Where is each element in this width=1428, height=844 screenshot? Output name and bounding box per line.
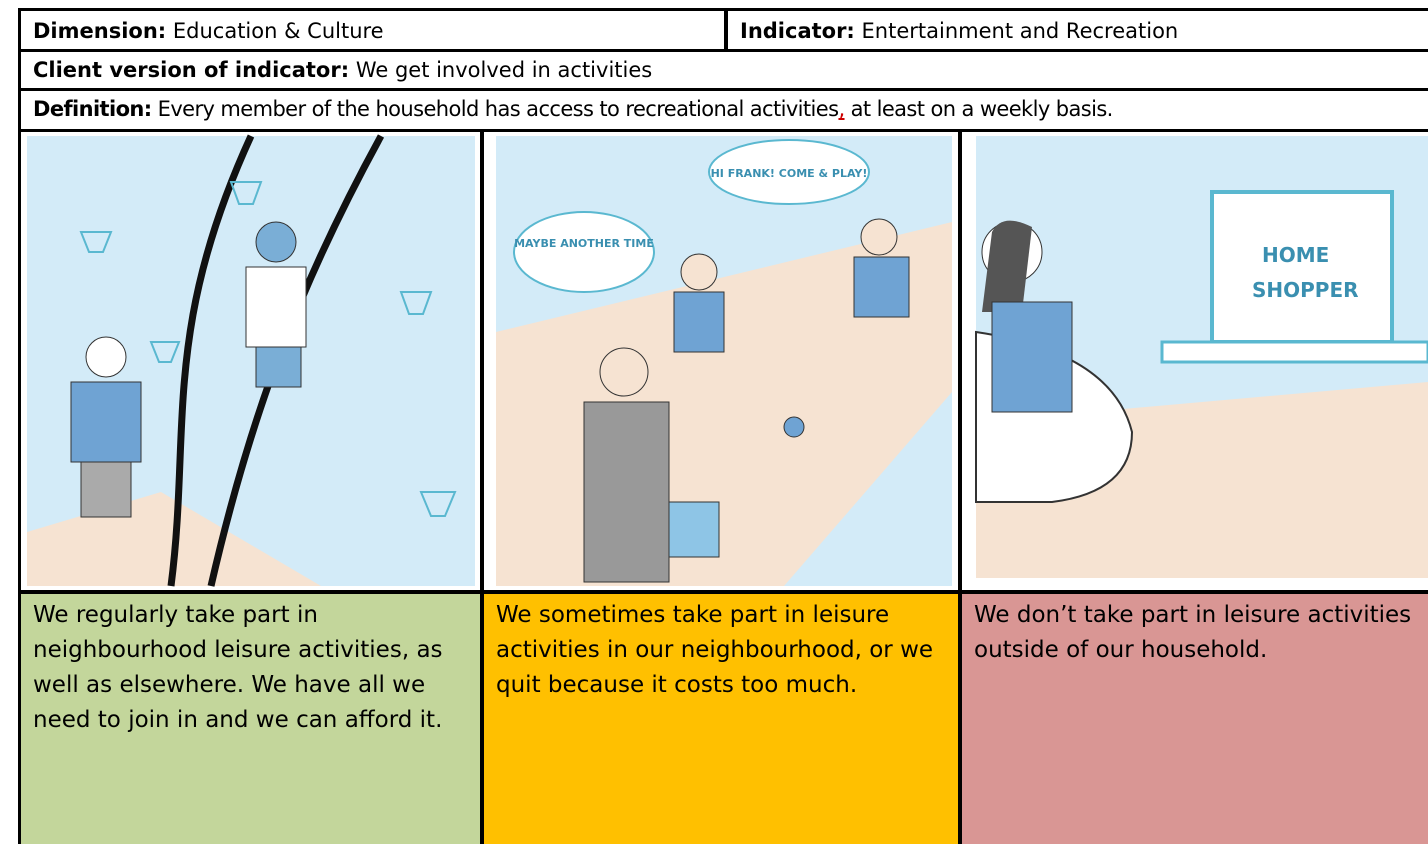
definition-label: Definition: — [33, 97, 152, 121]
definition-text: at least on a weekly basis. — [850, 97, 1114, 121]
client-version-cell: Client version of indicator: We get invo… — [21, 52, 1428, 88]
illustration-tv: HOME SHOPPER — [975, 136, 1428, 578]
definition-text: Every member of the household has access… — [157, 97, 839, 121]
speech-bubble: HI FRANK! COME & PLAY! — [711, 167, 868, 180]
dimension-value: Education & Culture — [172, 19, 384, 43]
tv-text: HOME — [1262, 243, 1329, 267]
level-cell: We don’t take part in leisure activities… — [962, 594, 1428, 844]
indicator-cell: Indicator: Entertainment and Recreation — [728, 11, 1428, 49]
dimension-cell: Dimension: Education & Culture — [21, 11, 724, 49]
illustration-climbing — [27, 134, 475, 587]
indicator-label: Indicator: — [740, 19, 855, 43]
indicator-value: Entertainment and Recreation — [861, 19, 1179, 43]
level-cell: We sometimes take part in leisure activi… — [484, 594, 958, 844]
client-version-label: Client version of indicator: — [33, 58, 350, 82]
dimension-label: Dimension: — [33, 19, 167, 43]
level-cell: We regularly take part in neighbourhood … — [21, 594, 480, 844]
speech-bubble: MAYBE ANOTHER TIME — [514, 237, 654, 250]
panel: HOME SHOPPER — [962, 132, 1428, 590]
illustration-football: MAYBE ANOTHER TIME HI FRANK! COME & PLAY… — [496, 136, 952, 586]
definition-cell: Definition: Every member of the househol… — [21, 91, 1428, 129]
table: Dimension: Education & Culture Indicator… — [18, 8, 1428, 844]
panel: MAYBE ANOTHER TIME HI FRANK! COME & PLAY… — [484, 132, 958, 590]
panel — [21, 132, 480, 590]
client-version-value: We get involved in activities — [355, 58, 653, 82]
tv-text: SHOPPER — [1252, 278, 1359, 302]
definition-comma: , — [838, 97, 845, 121]
